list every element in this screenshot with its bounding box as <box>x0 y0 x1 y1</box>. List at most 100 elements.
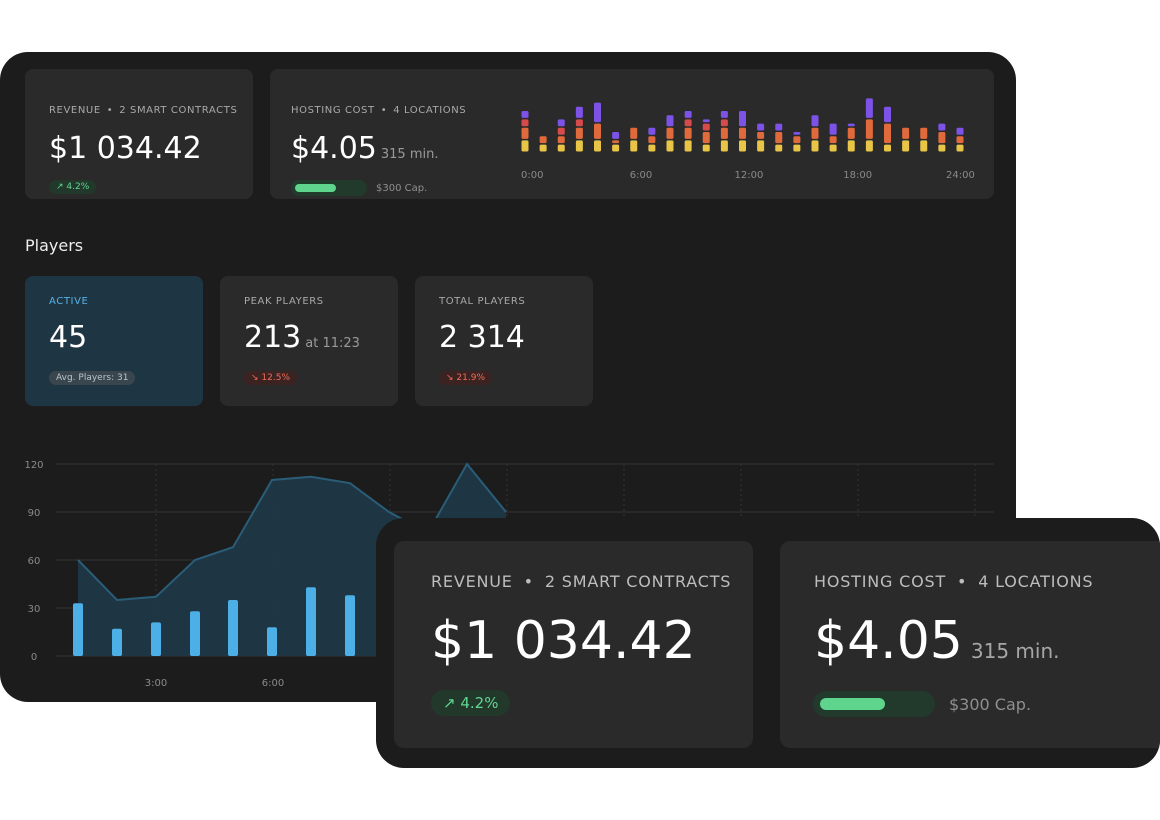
hosting-card-zoomed[interactable]: HOSTING COST • 4 LOCATIONS $4.05 315 min. $… <box>780 541 1160 748</box>
arrow-up-right-icon: ↗ <box>443 694 456 712</box>
revenue-header-zoomed: REVENUE • 2 SMART CONTRACTS <box>431 572 732 591</box>
players-section-title: Players <box>25 236 84 255</box>
hosting-bar-segment <box>557 136 565 144</box>
hosting-bar-segment <box>666 115 674 127</box>
hosting-bar-segment <box>648 127 656 135</box>
hosting-bar-segment <box>847 123 855 127</box>
revenue-change-badge: ↗ 4.2% <box>49 180 97 194</box>
hosting-progress-fill <box>295 184 337 192</box>
y-axis-tick: 90 <box>28 508 41 519</box>
hosting-bar-segment <box>594 123 601 139</box>
hosting-value: $4.05 <box>291 131 377 166</box>
hosting-bar-segment <box>539 144 547 152</box>
hosting-bar-segment <box>865 119 873 139</box>
hosting-header: HOSTING COST • 4 LOCATIONS <box>291 105 467 116</box>
hosting-bar-segment <box>739 111 746 127</box>
hosting-bar-segment <box>829 144 837 152</box>
revenue-card[interactable]: REVENUE • 2 SMART CONTRACTS $1 034.42 ↗ 4.… <box>25 69 253 199</box>
total-players-card[interactable]: TOTAL PLAYERS 2 314 ↘ 21.9% <box>415 276 593 406</box>
hosting-bar-segment <box>575 106 583 118</box>
hosting-bar-segment <box>884 144 891 152</box>
hosting-bar-segment <box>720 111 728 118</box>
hosting-x-tick: 24:00 <box>946 170 975 181</box>
hosting-bar-segment <box>847 127 855 139</box>
hosting-bar-segment <box>684 111 692 118</box>
y-axis-tick: 60 <box>28 556 41 567</box>
players-bar <box>306 587 316 656</box>
peak-value: 213 <box>244 320 302 355</box>
hosting-bar-segment <box>630 140 638 152</box>
hosting-bar-segment <box>775 144 783 152</box>
hosting-bar-segment <box>612 132 620 139</box>
hosting-bar-segment <box>793 144 801 152</box>
hosting-bar-segment <box>811 115 819 127</box>
hosting-minutes-zoomed: 315 min. <box>970 639 1060 663</box>
hosting-cap: $300 Cap. <box>376 183 428 194</box>
hosting-bar-segment <box>811 140 819 152</box>
active-value: 45 <box>49 320 88 355</box>
revenue-value-zoomed: $1 034.42 <box>431 611 696 671</box>
hosting-x-tick: 0:00 <box>521 170 543 181</box>
hosting-bar-segment <box>648 136 656 144</box>
total-value: 2 314 <box>439 320 525 355</box>
hosting-bar-segment <box>956 144 964 152</box>
hosting-cap-progress-zoomed <box>813 691 935 717</box>
hosting-bar-segment <box>666 127 674 139</box>
hosting-bar-segment <box>630 127 638 139</box>
revenue-card-zoomed[interactable]: REVENUE • 2 SMART CONTRACTS $1 034.42 ↗ 4.… <box>394 541 753 748</box>
hosting-bar-segment <box>811 127 819 139</box>
revenue-header: REVENUE • 2 SMART CONTRACTS <box>49 105 238 116</box>
hosting-bar-segment <box>720 140 728 152</box>
hosting-bar-segment <box>575 119 583 127</box>
hosting-bar-segment <box>847 140 855 152</box>
zoomed-overlay: REVENUE • 2 SMART CONTRACTS $1 034.42 ↗ 4.… <box>376 518 1160 768</box>
hosting-bar-segment <box>884 123 891 144</box>
active-label: ACTIVE <box>49 296 89 307</box>
hosting-bar-segment <box>865 98 873 118</box>
hosting-bar-segment <box>666 140 674 152</box>
hosting-card[interactable]: HOSTING COST • 4 LOCATIONS $4.05 315 min. $… <box>270 69 994 199</box>
hosting-bar-segment <box>702 123 710 131</box>
peak-value-row: 213 at 11:23 <box>244 320 360 355</box>
hosting-bar-segment <box>557 127 565 135</box>
hosting-bar-segment <box>739 140 746 152</box>
players-bar <box>228 600 238 656</box>
active-players-card[interactable]: ACTIVE 45 Avg. Players: 31 <box>25 276 203 406</box>
hosting-bar-segment <box>612 144 620 152</box>
hosting-bar-segment <box>648 144 656 152</box>
hosting-x-tick: 12:00 <box>735 170 764 181</box>
hosting-bar-segment <box>594 140 601 152</box>
hosting-bar-segment <box>902 140 910 152</box>
arrow-down-right-icon: ↘ <box>251 373 259 383</box>
revenue-contracts: 2 SMART CONTRACTS <box>119 105 238 116</box>
peak-time: at 11:23 <box>305 336 360 351</box>
hosting-bar-segment <box>757 140 765 152</box>
hosting-bar-segment <box>739 127 746 139</box>
revenue-value: $1 034.42 <box>49 131 202 166</box>
total-label: TOTAL PLAYERS <box>439 296 526 307</box>
hosting-bar-segment <box>521 127 529 139</box>
hosting-hourly-chart: 0:00 6:00 12:00 18:00 24:00 <box>521 98 975 181</box>
peak-players-card[interactable]: PEAK PLAYERS 213 at 11:23 ↘ 12.5% <box>220 276 398 406</box>
hosting-header-zoomed: HOSTING COST • 4 LOCATIONS <box>814 572 1094 591</box>
x-axis-tick: 6:00 <box>262 678 284 689</box>
hosting-bar-segment <box>757 123 765 131</box>
hosting-bar-segment <box>684 127 692 139</box>
hosting-bar-segment <box>612 140 620 144</box>
hosting-bar-segment <box>938 132 946 144</box>
y-axis-tick: 30 <box>28 604 41 615</box>
hosting-progress-fill-zoomed <box>820 698 886 710</box>
hosting-bar-segment <box>956 127 964 135</box>
hosting-bar-segment <box>702 132 710 144</box>
hosting-value-row-zoomed: $4.05 315 min. <box>814 611 1059 671</box>
hosting-bar-segment <box>829 123 837 135</box>
hosting-x-tick: 18:00 <box>843 170 872 181</box>
hosting-bar-segment <box>684 140 692 152</box>
hosting-bar-segment <box>575 140 583 152</box>
hosting-cap-zoomed: $300 Cap. <box>949 695 1032 714</box>
players-bar <box>345 595 355 656</box>
hosting-bar-segment <box>920 140 928 152</box>
hosting-bar-segment <box>575 127 583 139</box>
hosting-bar-segment <box>594 102 601 123</box>
hosting-bar-segment <box>865 140 873 152</box>
